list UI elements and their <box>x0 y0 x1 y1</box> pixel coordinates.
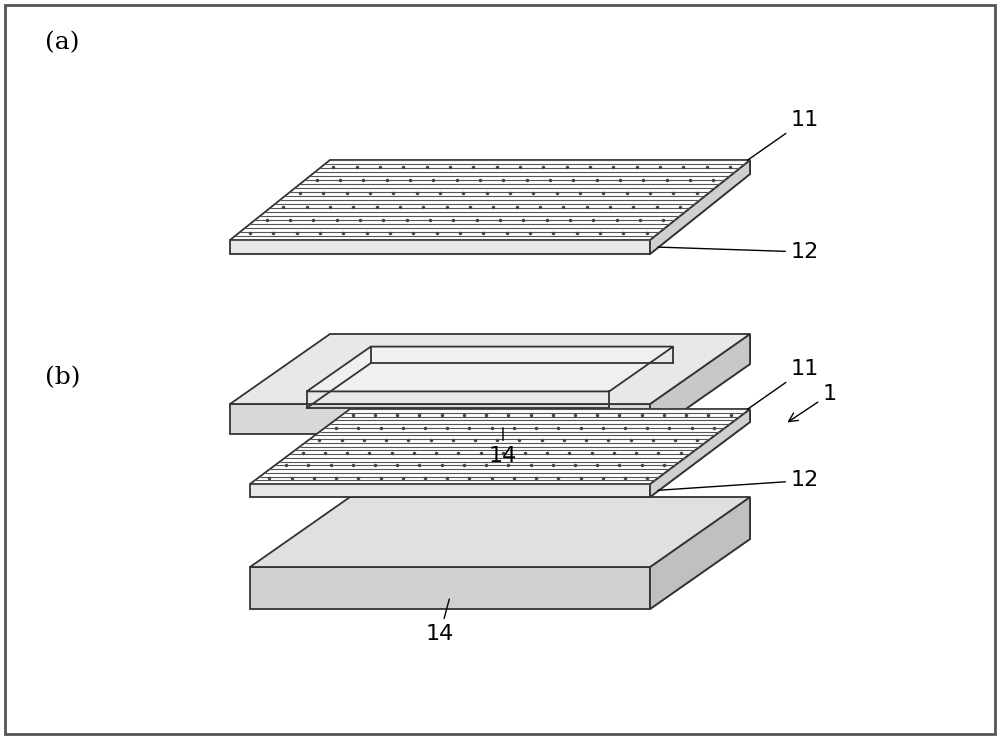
Text: 12: 12 <box>658 242 819 262</box>
Polygon shape <box>250 567 650 609</box>
Text: 1: 1 <box>789 384 837 421</box>
Polygon shape <box>250 484 650 497</box>
Text: 11: 11 <box>747 110 819 160</box>
Polygon shape <box>650 409 750 497</box>
Polygon shape <box>650 497 750 609</box>
Polygon shape <box>250 497 750 567</box>
Polygon shape <box>650 160 750 254</box>
Text: 11: 11 <box>747 359 819 409</box>
Text: 14: 14 <box>489 428 517 466</box>
Polygon shape <box>650 334 750 434</box>
Polygon shape <box>307 347 673 392</box>
Polygon shape <box>650 160 750 254</box>
Polygon shape <box>650 334 750 434</box>
Text: (b): (b) <box>45 366 80 389</box>
Polygon shape <box>230 240 650 254</box>
Text: (a): (a) <box>45 31 80 54</box>
Polygon shape <box>650 497 750 609</box>
Polygon shape <box>250 409 750 484</box>
Text: 12: 12 <box>658 471 819 491</box>
Text: 14: 14 <box>426 599 454 644</box>
Polygon shape <box>650 409 750 497</box>
Polygon shape <box>230 160 750 240</box>
Polygon shape <box>230 404 650 434</box>
Polygon shape <box>230 334 750 404</box>
